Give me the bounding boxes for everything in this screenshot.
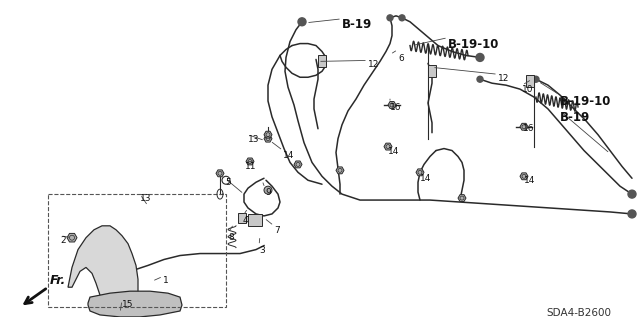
Polygon shape — [88, 291, 182, 317]
Circle shape — [628, 210, 636, 218]
Text: 1: 1 — [163, 276, 169, 285]
Text: B-19-10: B-19-10 — [560, 95, 611, 108]
Polygon shape — [67, 233, 77, 242]
Text: 3: 3 — [259, 246, 265, 255]
Circle shape — [298, 18, 306, 26]
Text: B-19: B-19 — [342, 18, 372, 31]
Text: 14: 14 — [524, 176, 536, 185]
Text: 7: 7 — [274, 226, 280, 235]
Polygon shape — [384, 143, 392, 150]
Polygon shape — [388, 101, 396, 108]
Polygon shape — [520, 123, 528, 130]
Polygon shape — [416, 169, 424, 176]
Polygon shape — [246, 158, 254, 165]
Text: 12: 12 — [498, 74, 509, 83]
Polygon shape — [216, 170, 224, 177]
Text: B-19: B-19 — [560, 111, 590, 124]
Bar — [238, 213, 246, 223]
Bar — [48, 194, 226, 307]
Text: SDA4-B2600: SDA4-B2600 — [546, 308, 611, 318]
Text: 14: 14 — [388, 147, 399, 156]
Bar — [248, 214, 262, 226]
Circle shape — [476, 53, 484, 61]
Text: 2: 2 — [60, 236, 66, 245]
Text: 6: 6 — [398, 54, 404, 63]
Text: 16: 16 — [390, 103, 401, 112]
Text: Fr.: Fr. — [50, 274, 67, 287]
Text: 14: 14 — [283, 150, 294, 160]
Text: B-19-10: B-19-10 — [448, 38, 499, 51]
Text: 8: 8 — [228, 233, 234, 242]
Text: 12: 12 — [368, 60, 380, 69]
Text: 13: 13 — [140, 194, 152, 203]
Circle shape — [477, 76, 483, 82]
Polygon shape — [520, 173, 528, 180]
Text: 4: 4 — [243, 216, 248, 225]
Polygon shape — [68, 226, 138, 313]
Polygon shape — [264, 131, 272, 138]
Polygon shape — [458, 195, 466, 202]
Polygon shape — [294, 161, 302, 168]
Bar — [526, 75, 534, 87]
Bar — [428, 65, 436, 77]
Bar — [318, 55, 326, 67]
Text: 9: 9 — [265, 188, 271, 197]
Circle shape — [628, 190, 636, 198]
Polygon shape — [264, 135, 272, 142]
Circle shape — [399, 15, 405, 21]
Circle shape — [531, 76, 537, 82]
Circle shape — [264, 186, 272, 194]
Polygon shape — [336, 167, 344, 174]
Circle shape — [533, 76, 539, 82]
Text: 11: 11 — [245, 163, 257, 172]
Text: 5: 5 — [225, 178, 231, 187]
Circle shape — [387, 15, 393, 21]
Text: 14: 14 — [420, 174, 431, 183]
Text: 15: 15 — [122, 300, 134, 309]
Text: 16: 16 — [523, 124, 534, 133]
Text: 10: 10 — [522, 85, 534, 94]
Text: 13: 13 — [248, 135, 259, 144]
